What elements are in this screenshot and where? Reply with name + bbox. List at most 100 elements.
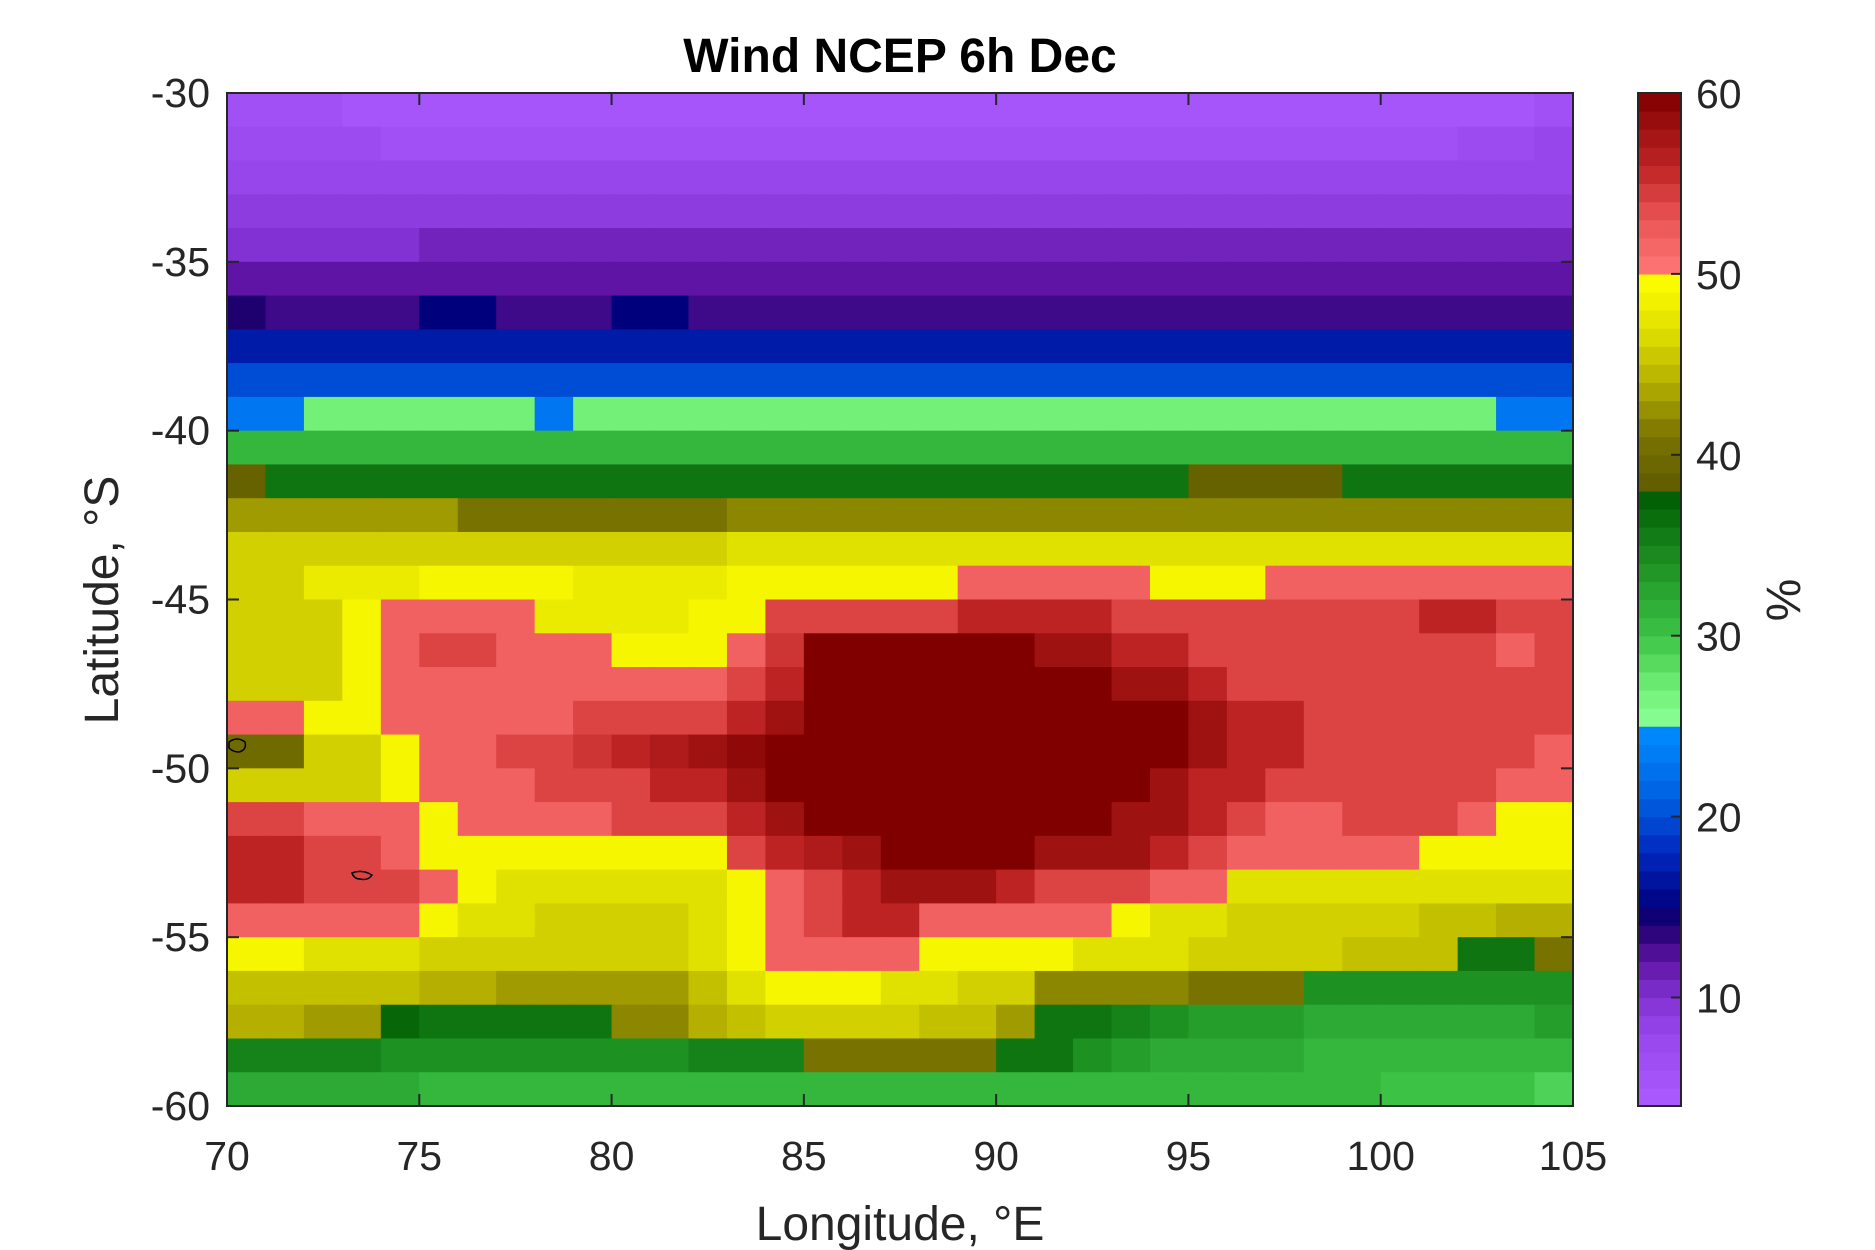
heatmap-cell xyxy=(650,531,690,567)
heatmap-cell xyxy=(765,835,805,871)
heatmap-cell xyxy=(457,835,497,871)
heatmap-cell xyxy=(957,160,997,195)
heatmap-cell xyxy=(1342,295,1382,330)
heatmap-cell xyxy=(919,903,959,938)
heatmap-cell xyxy=(419,228,459,263)
heatmap-cell xyxy=(1111,126,1151,162)
heatmap-cell xyxy=(534,937,574,972)
heatmap-cell xyxy=(688,396,728,432)
heatmap-cell xyxy=(534,93,574,128)
heatmap-cell xyxy=(380,700,420,736)
heatmap-cell xyxy=(496,1004,536,1040)
heatmap-cell xyxy=(419,430,459,466)
heatmap-cell xyxy=(957,329,997,364)
heatmap-cell xyxy=(496,734,536,769)
heatmap-cell xyxy=(1073,498,1113,533)
heatmap-cell xyxy=(1111,531,1151,567)
heatmap-cell xyxy=(726,261,766,297)
heatmap-cell xyxy=(419,633,459,668)
heatmap-cell xyxy=(726,396,766,432)
heatmap-cell xyxy=(765,903,805,938)
heatmap-cell xyxy=(880,126,920,162)
heatmap-cell xyxy=(842,1004,882,1040)
heatmap-cell xyxy=(1265,194,1305,229)
colorbar-segment xyxy=(1638,907,1681,926)
colorbar-segment xyxy=(1638,111,1681,130)
heatmap-cell xyxy=(265,430,305,466)
heatmap-cell xyxy=(996,363,1036,398)
heatmap-cell xyxy=(1534,126,1574,162)
heatmap-cell xyxy=(457,93,497,128)
heatmap-cell xyxy=(1188,667,1228,702)
heatmap-cell xyxy=(1188,937,1228,972)
heatmap-cell xyxy=(457,970,497,1006)
heatmap-cell xyxy=(650,363,690,398)
heatmap-cell xyxy=(688,93,728,128)
heatmap-cell xyxy=(1457,228,1497,263)
heatmap-cell xyxy=(1419,633,1459,668)
heatmap-cell xyxy=(1457,802,1497,837)
heatmap-cell xyxy=(842,396,882,432)
heatmap-cell xyxy=(957,194,997,229)
heatmap-cell xyxy=(380,329,420,364)
heatmap-cell xyxy=(688,498,728,533)
heatmap-cell xyxy=(1149,869,1190,904)
heatmap-cell xyxy=(880,531,920,567)
heatmap-cell xyxy=(688,802,728,837)
heatmap-cells xyxy=(227,93,1574,1107)
heatmap-cell xyxy=(765,1038,805,1073)
heatmap-cell xyxy=(1111,430,1151,466)
heatmap-cell xyxy=(1226,700,1266,736)
heatmap-cell xyxy=(842,633,882,668)
heatmap-cell xyxy=(380,768,420,803)
heatmap-cell xyxy=(1496,396,1536,432)
heatmap-cell xyxy=(1419,599,1459,634)
heatmap-cell xyxy=(611,93,651,128)
heatmap-cell xyxy=(803,498,843,533)
colorbar-segment xyxy=(1638,382,1681,402)
heatmap-cell xyxy=(419,363,459,398)
heatmap-cell xyxy=(688,768,728,803)
heatmap-cell xyxy=(227,126,267,162)
heatmap-cell xyxy=(880,160,920,195)
heatmap-cell xyxy=(342,194,382,229)
heatmap-cell xyxy=(957,430,997,466)
heatmap-cell xyxy=(303,802,343,837)
heatmap-cell xyxy=(1111,802,1151,837)
heatmap-cell xyxy=(573,261,613,297)
heatmap-cell xyxy=(419,937,459,972)
colorbar-segment xyxy=(1638,816,1681,836)
heatmap-cell xyxy=(688,937,728,972)
heatmap-cell xyxy=(380,1004,420,1040)
heatmap-cell xyxy=(765,329,805,364)
heatmap-cell xyxy=(457,599,497,634)
heatmap-cell xyxy=(1457,734,1497,769)
heatmap-cell xyxy=(303,531,343,567)
heatmap-cell xyxy=(1342,768,1382,803)
heatmap-cell xyxy=(996,228,1036,263)
heatmap-cell xyxy=(573,228,613,263)
heatmap-cell xyxy=(496,396,536,432)
heatmap-cell xyxy=(611,430,651,466)
heatmap-cell xyxy=(611,160,651,195)
colorbar-segment xyxy=(1638,165,1681,185)
heatmap-cell xyxy=(227,329,267,364)
heatmap-cell xyxy=(842,802,882,837)
heatmap-cell xyxy=(1034,261,1074,297)
x-tick-label: 70 xyxy=(204,1133,250,1179)
heatmap-cell xyxy=(611,734,651,769)
heatmap-cell xyxy=(419,464,459,499)
heatmap-cell xyxy=(419,835,459,871)
heatmap-cell xyxy=(880,565,920,601)
heatmap-cell xyxy=(919,194,959,229)
heatmap-cell xyxy=(1111,295,1151,330)
heatmap-cell xyxy=(303,599,343,634)
heatmap-cell xyxy=(1265,970,1305,1006)
colorbar-ticks: 10 20 30 40 50 60 xyxy=(1671,71,1742,1021)
heatmap-cell xyxy=(919,734,959,769)
heatmap-cell xyxy=(380,1072,420,1107)
heatmap-cell xyxy=(496,1072,536,1107)
heatmap-cell xyxy=(1111,768,1151,803)
heatmap-cell xyxy=(380,126,420,162)
heatmap-cell xyxy=(726,768,766,803)
